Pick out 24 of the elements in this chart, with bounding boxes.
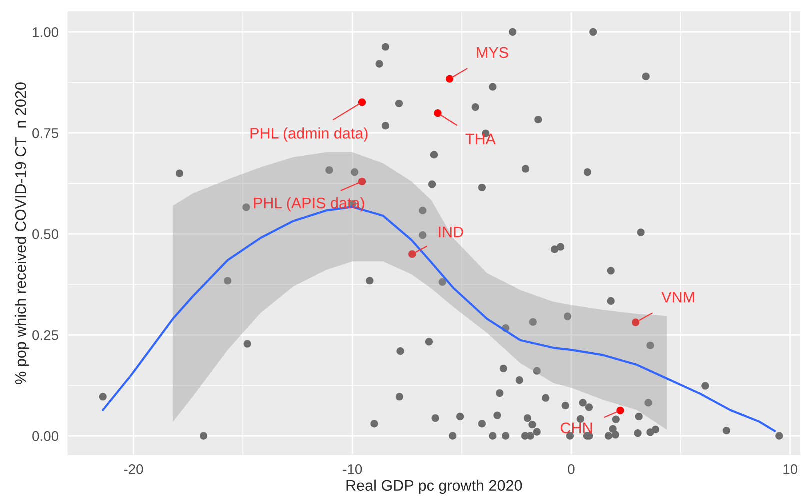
y-tick-label: 0.50 xyxy=(32,229,59,240)
annotation: VNM xyxy=(662,292,694,303)
annotation: IND xyxy=(439,226,464,238)
y-tick-label: 1.00 xyxy=(33,28,59,38)
annotation: MYS xyxy=(477,47,508,58)
point xyxy=(434,110,442,118)
y-tick-label: 0.25 xyxy=(32,330,58,340)
annotation: PHL (admin data) xyxy=(250,128,368,142)
annotation: CHN xyxy=(560,422,592,434)
point xyxy=(408,250,416,258)
x-tick-label: -20 xyxy=(124,464,144,474)
x-tick-label: -10 xyxy=(343,464,362,474)
point xyxy=(358,178,366,186)
x-tick-label: 0 xyxy=(568,464,575,474)
x-tick-label: 10 xyxy=(784,464,798,474)
y-axis-title: % pop which received COVID-19 CT n 2020 xyxy=(15,82,30,384)
y-tick-label: 0.75 xyxy=(32,128,58,138)
x-axis-title: Real GDP pc growth 2020 xyxy=(346,480,522,494)
point xyxy=(358,98,366,106)
point xyxy=(616,406,624,414)
y-tick-label: 0.00 xyxy=(32,431,59,442)
annotation: THA xyxy=(466,134,496,144)
point xyxy=(632,318,640,326)
point xyxy=(446,75,454,83)
